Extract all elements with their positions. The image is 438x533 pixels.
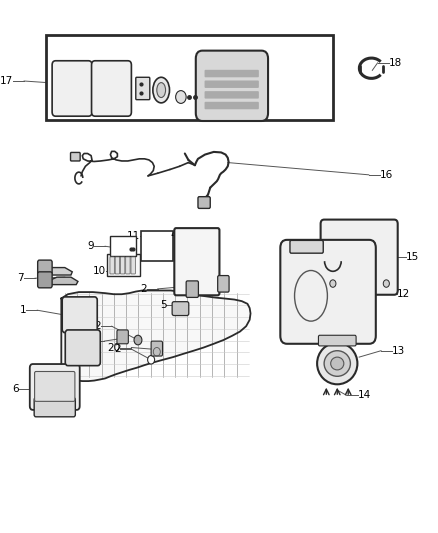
FancyBboxPatch shape (92, 61, 131, 116)
Ellipse shape (331, 357, 344, 370)
Circle shape (383, 280, 389, 287)
Circle shape (176, 91, 186, 103)
FancyBboxPatch shape (117, 330, 128, 344)
Text: 11: 11 (127, 231, 140, 240)
FancyBboxPatch shape (280, 240, 376, 344)
Text: 18: 18 (389, 58, 402, 68)
FancyBboxPatch shape (205, 102, 259, 109)
FancyBboxPatch shape (115, 257, 120, 274)
FancyBboxPatch shape (151, 341, 162, 356)
FancyBboxPatch shape (136, 77, 150, 100)
FancyBboxPatch shape (62, 297, 97, 333)
FancyBboxPatch shape (34, 398, 75, 417)
Text: 14: 14 (358, 391, 371, 400)
Text: 3: 3 (87, 336, 93, 346)
Circle shape (134, 335, 142, 345)
FancyBboxPatch shape (198, 197, 210, 208)
FancyBboxPatch shape (205, 70, 259, 77)
FancyBboxPatch shape (107, 254, 140, 276)
FancyBboxPatch shape (196, 51, 268, 121)
Text: 6: 6 (12, 384, 19, 394)
FancyBboxPatch shape (65, 330, 100, 366)
FancyBboxPatch shape (30, 364, 80, 410)
Text: 9: 9 (88, 241, 94, 251)
Text: 12: 12 (397, 289, 410, 299)
Polygon shape (61, 290, 251, 381)
Polygon shape (46, 277, 78, 285)
FancyBboxPatch shape (141, 231, 173, 261)
Circle shape (330, 280, 336, 287)
FancyBboxPatch shape (110, 257, 114, 274)
FancyBboxPatch shape (174, 228, 219, 295)
Ellipse shape (157, 83, 166, 98)
Text: 7: 7 (18, 273, 24, 283)
Text: 20: 20 (107, 343, 120, 352)
Ellipse shape (324, 351, 350, 376)
FancyBboxPatch shape (205, 91, 259, 99)
Text: 15: 15 (406, 252, 419, 262)
FancyBboxPatch shape (126, 257, 130, 274)
Text: 5: 5 (160, 300, 166, 310)
FancyBboxPatch shape (110, 236, 136, 256)
FancyBboxPatch shape (218, 276, 229, 292)
Text: 1: 1 (20, 305, 26, 315)
Text: 16: 16 (380, 170, 393, 180)
FancyBboxPatch shape (120, 257, 125, 274)
FancyBboxPatch shape (318, 335, 356, 346)
FancyBboxPatch shape (35, 372, 75, 401)
Ellipse shape (317, 343, 357, 384)
Text: 2: 2 (114, 344, 120, 354)
Ellipse shape (153, 77, 170, 103)
FancyBboxPatch shape (205, 80, 259, 88)
FancyBboxPatch shape (38, 260, 52, 276)
FancyBboxPatch shape (321, 220, 398, 295)
Circle shape (148, 356, 155, 364)
FancyBboxPatch shape (131, 257, 135, 274)
Text: 13: 13 (392, 346, 405, 356)
FancyBboxPatch shape (71, 152, 80, 161)
Text: 2: 2 (140, 284, 147, 294)
Text: 2: 2 (94, 321, 101, 331)
Text: 10: 10 (93, 266, 106, 276)
FancyBboxPatch shape (186, 281, 198, 297)
Text: 8: 8 (185, 241, 191, 251)
FancyBboxPatch shape (38, 272, 52, 288)
FancyBboxPatch shape (172, 302, 189, 316)
FancyBboxPatch shape (290, 240, 323, 253)
Bar (46, 35, 333, 120)
Polygon shape (42, 268, 72, 275)
Text: 4: 4 (171, 230, 177, 239)
Text: 17: 17 (0, 76, 13, 86)
FancyBboxPatch shape (52, 61, 92, 116)
